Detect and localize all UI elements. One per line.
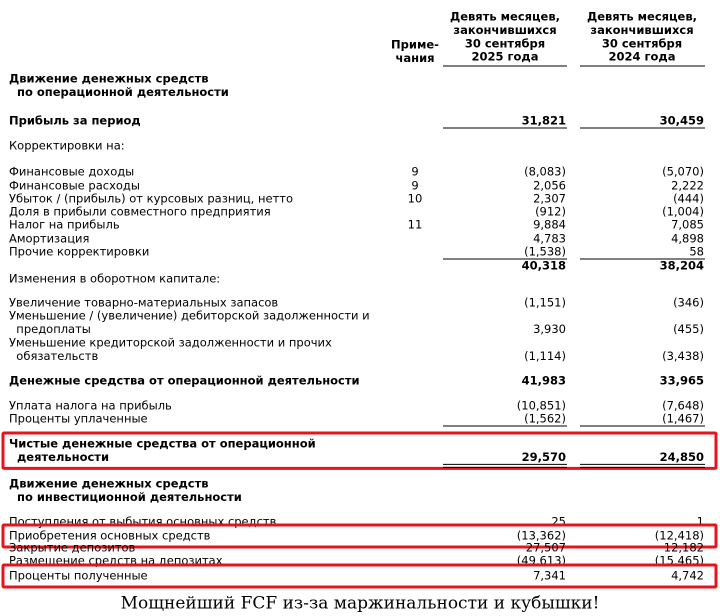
value-2024: 2,222 bbox=[671, 179, 704, 193]
column-header: закончившихся bbox=[453, 23, 556, 37]
value-2024: (12,418) bbox=[655, 529, 704, 543]
column-header: 30 сентября bbox=[602, 36, 682, 50]
row-label: Приобретения основных средств bbox=[9, 529, 211, 543]
row-label: Прочие корректировки bbox=[9, 245, 149, 259]
column-header: Девять месяцев, bbox=[450, 10, 560, 24]
column-header: 2024 года bbox=[609, 50, 676, 64]
value-2025: (912) bbox=[535, 205, 566, 219]
value-2025: 29,570 bbox=[522, 450, 566, 464]
value-2024: 12,182 bbox=[664, 541, 704, 555]
value-2024: (455) bbox=[673, 322, 704, 336]
row-label: Изменения в оборотном капитале: bbox=[9, 272, 220, 286]
value-2024: 58 bbox=[689, 245, 704, 259]
notes-header: Приме- bbox=[391, 38, 439, 52]
column-header: Девять месяцев, bbox=[587, 10, 697, 24]
value-2025: 31,821 bbox=[522, 114, 566, 128]
value-2025: 27,507 bbox=[526, 541, 566, 555]
value-2025: 41,983 bbox=[522, 374, 566, 388]
value-2024: (3,438) bbox=[662, 349, 704, 363]
value-2025: (1,114) bbox=[524, 349, 566, 363]
value-2025: (13,362) bbox=[517, 529, 566, 543]
value-2025: (1,538) bbox=[524, 245, 566, 259]
notes-header: чания bbox=[395, 51, 434, 65]
row-label: Уменьшение кредиторской задолженности и … bbox=[9, 336, 332, 350]
row-label: предоплаты bbox=[9, 322, 91, 336]
row-label: Проценты уплаченные bbox=[9, 412, 148, 426]
value-2025: 2,056 bbox=[533, 179, 566, 193]
row-note: 10 bbox=[408, 192, 423, 206]
column-header: 30 сентября bbox=[465, 36, 545, 50]
row-label: Финансовые доходы bbox=[9, 165, 134, 179]
value-2024: (444) bbox=[673, 192, 704, 206]
value-2024: 4,898 bbox=[671, 232, 704, 246]
row-label: Закрытие депозитов bbox=[9, 541, 136, 555]
highlight-box bbox=[1, 563, 718, 589]
row-label: Движение денежных средств bbox=[9, 477, 209, 491]
value-2025: 2,307 bbox=[533, 192, 566, 206]
value-2025: (8,083) bbox=[524, 165, 566, 179]
value-2025: (10,851) bbox=[517, 399, 566, 413]
value-2025: 3,930 bbox=[533, 322, 566, 336]
row-label: Проценты полученные bbox=[9, 569, 148, 583]
value-2024: 4,742 bbox=[671, 569, 704, 583]
value-2025: 4,783 bbox=[533, 232, 566, 246]
row-label: обязательств bbox=[9, 349, 98, 363]
column-header: закончившихся bbox=[590, 23, 693, 37]
value-2024: (1,004) bbox=[662, 205, 704, 219]
column-header: 2025 года bbox=[472, 50, 539, 64]
value-2024: 24,850 bbox=[660, 450, 704, 464]
value-2024: 38,204 bbox=[660, 259, 704, 273]
value-2024: (7,648) bbox=[662, 399, 704, 413]
row-label: Движение денежных средств bbox=[9, 72, 209, 86]
row-label: Амортизация bbox=[9, 232, 89, 246]
row-label: Уплата налога на прибыль bbox=[9, 399, 172, 413]
row-label: Денежные средства от операционной деятел… bbox=[9, 374, 360, 388]
value-2025: 40,318 bbox=[522, 259, 566, 273]
value-2024: (1,467) bbox=[662, 412, 704, 426]
value-2024: 33,965 bbox=[660, 374, 704, 388]
row-label: Увеличение товарно-материальных запасов bbox=[9, 296, 278, 310]
row-label: Финансовые расходы bbox=[9, 179, 140, 193]
row-label: Налог на прибыль bbox=[9, 218, 120, 232]
row-label: Уменьшение / (увеличение) дебиторской за… bbox=[9, 309, 370, 323]
value-2025: (1,562) bbox=[524, 412, 566, 426]
highlight-box bbox=[1, 431, 718, 470]
row-label: по операционной деятельности bbox=[9, 85, 229, 99]
row-note: 11 bbox=[408, 218, 423, 232]
row-label: Доля в прибыли совместного предприятия bbox=[9, 205, 271, 219]
row-label: Чистые денежные средства от операционной bbox=[9, 437, 316, 451]
value-2024: 1 bbox=[697, 515, 704, 529]
row-label: Убыток / (прибыль) от курсовых разниц, н… bbox=[9, 192, 293, 206]
row-label: Корректировки на: bbox=[9, 139, 125, 153]
value-2024: 7,085 bbox=[671, 218, 704, 232]
row-label: Прибыль за период bbox=[9, 114, 141, 128]
value-2024: (346) bbox=[673, 296, 704, 310]
value-2025: (1,151) bbox=[524, 296, 566, 310]
value-2025: 9,884 bbox=[533, 218, 566, 232]
row-note: 9 bbox=[411, 179, 418, 193]
row-note: 9 bbox=[411, 165, 418, 179]
highlight-box bbox=[1, 523, 718, 549]
row-label: деятельности bbox=[9, 450, 109, 464]
value-2024: (5,070) bbox=[662, 165, 704, 179]
row-label: по инвестиционной деятельности bbox=[9, 490, 242, 504]
caption: Мощнейший FCF из-за маржинальности и куб… bbox=[121, 594, 600, 614]
value-2024: 30,459 bbox=[660, 114, 704, 128]
value-2025: 7,341 bbox=[533, 569, 566, 583]
